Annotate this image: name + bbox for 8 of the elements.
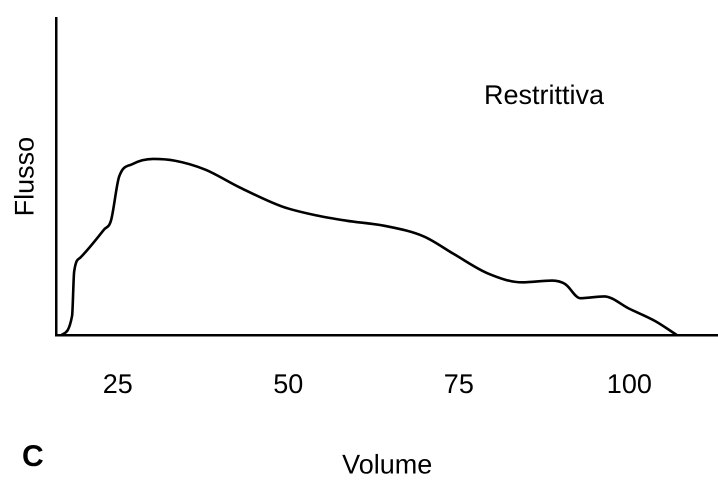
x-tick-label: 50 — [273, 368, 304, 399]
text: C — [22, 440, 44, 474]
x-tick-label: 100 — [606, 368, 652, 399]
x-tick-label: 75 — [444, 368, 474, 399]
x-axis-title: Volume — [342, 449, 432, 480]
text: Restrittiva — [484, 80, 604, 111]
y-axis-title: Flusso — [10, 136, 40, 216]
x-tick-label: 25 — [102, 368, 133, 399]
